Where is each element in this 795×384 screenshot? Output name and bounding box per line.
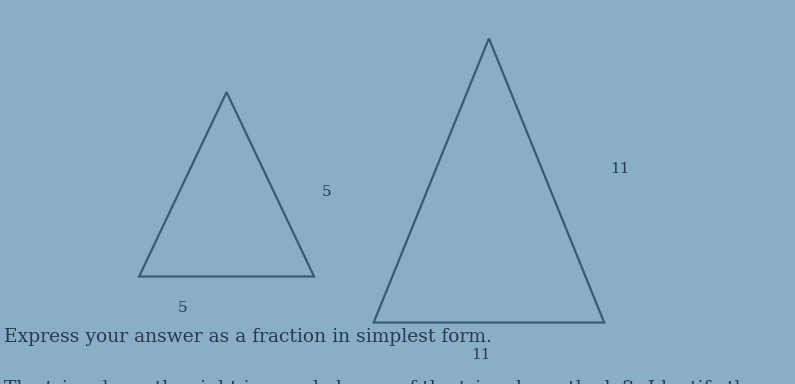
Text: 5: 5 xyxy=(178,301,188,315)
Text: 11: 11 xyxy=(611,162,630,176)
Text: 11: 11 xyxy=(471,348,491,361)
Text: Express your answer as a fraction in simplest form.: Express your answer as a fraction in sim… xyxy=(4,328,492,346)
Text: The triangle on the right is a scaled copy of the triangle on the left. Identify: The triangle on the right is a scaled co… xyxy=(4,380,747,384)
Text: 5: 5 xyxy=(322,185,332,199)
